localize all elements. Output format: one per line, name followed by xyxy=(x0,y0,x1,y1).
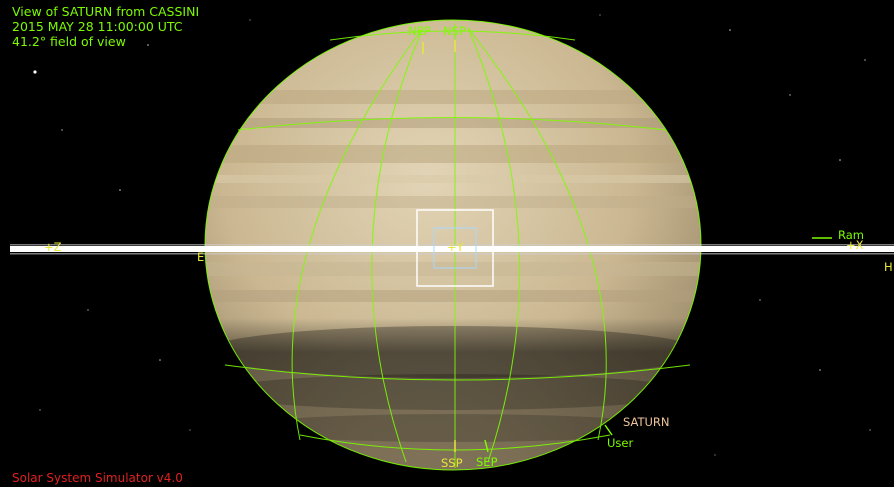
pole-markers xyxy=(422,40,832,453)
starfield xyxy=(33,14,871,456)
nsp-label: NSP xyxy=(443,24,466,38)
fov-readout: 41.2° field of view xyxy=(12,34,126,49)
datetime-readout: 2015 MAY 28 11:00:00 UTC xyxy=(12,19,183,34)
app-name: Solar System Simulator v4.0 xyxy=(12,471,183,485)
saturn-label: SATURN xyxy=(623,415,670,429)
user-label: User xyxy=(607,436,634,450)
fov-box-inner[interactable] xyxy=(433,227,477,269)
plus-x-label: +X xyxy=(846,238,864,252)
view-title: View of SATURN from CASSINI xyxy=(12,4,200,19)
cloud-bands xyxy=(205,90,701,470)
sep-label: SEP xyxy=(476,455,498,469)
ram-label: Ram xyxy=(838,228,864,242)
nep-label: NEP xyxy=(408,24,431,38)
plus-z-label: +Z xyxy=(44,240,62,254)
e-label: E xyxy=(197,250,205,264)
h-label: H xyxy=(884,260,893,274)
plus-y-label: +Y xyxy=(447,240,464,254)
saturn-rings xyxy=(10,244,894,255)
ssp-label: SSP xyxy=(441,456,463,470)
fov-box-outer[interactable] xyxy=(416,209,494,287)
hud-info: View of SATURN from CASSINI 2015 MAY 28 … xyxy=(12,4,199,49)
